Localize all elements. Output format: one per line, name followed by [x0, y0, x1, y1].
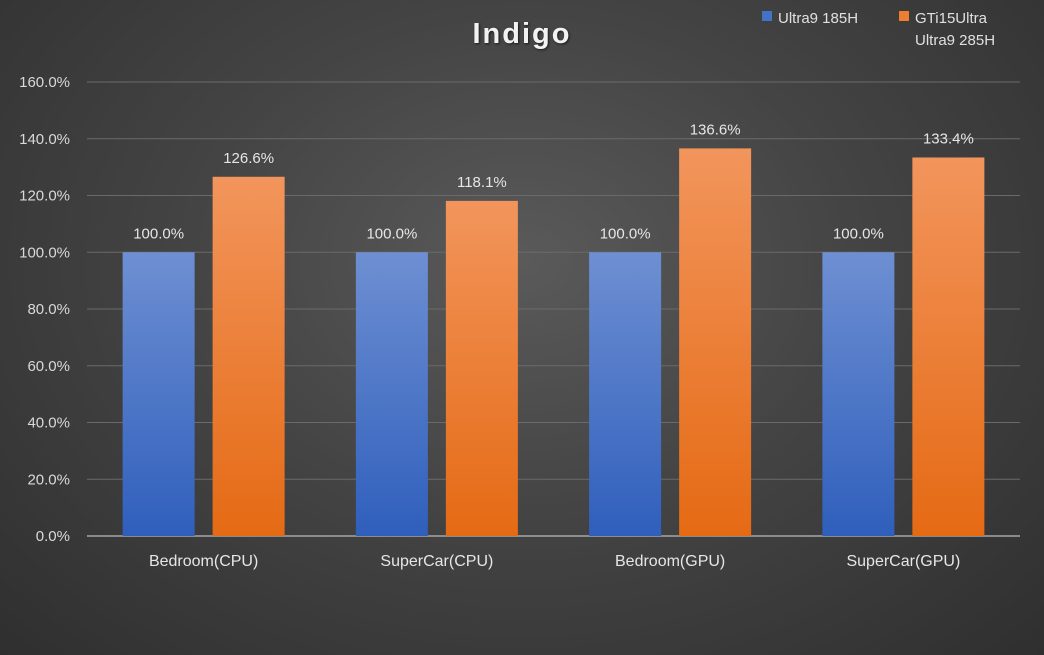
bar-series-2 — [445, 200, 518, 537]
x-category-label: SuperCar(GPU) — [846, 553, 960, 570]
data-label: 136.6% — [690, 121, 741, 138]
bar-series-1 — [355, 252, 428, 536]
bar-series-1 — [589, 252, 662, 536]
y-tick-label: 80.0% — [27, 301, 70, 318]
legend-label-series-2-line-1: GTi15Ultra — [915, 10, 987, 27]
data-label: 118.1% — [457, 174, 507, 191]
data-label: 133.4% — [923, 130, 974, 147]
y-tick-label: 0.0% — [36, 528, 70, 545]
bar-series-2 — [212, 176, 285, 536]
chart-title: Indigo — [472, 18, 572, 50]
y-tick-label: 120.0% — [19, 188, 70, 205]
legend-swatch-series-2 — [899, 11, 909, 21]
y-tick-label: 60.0% — [27, 358, 70, 375]
x-category-label: Bedroom(CPU) — [149, 553, 258, 570]
legend-item-series-2: GTi15Ultra Ultra9 285H — [899, 8, 995, 52]
y-tick-label: 140.0% — [19, 131, 70, 148]
y-tick-label: 40.0% — [27, 415, 70, 432]
x-category-label: Bedroom(GPU) — [615, 553, 725, 570]
data-label: 126.6% — [223, 150, 274, 167]
data-label: 100.0% — [833, 225, 884, 242]
legend-label-series-2-line-2: Ultra9 285H — [915, 32, 996, 49]
data-label: 100.0% — [133, 225, 184, 242]
x-category-label: SuperCar(CPU) — [380, 553, 493, 570]
y-tick-label: 160.0% — [19, 74, 70, 91]
legend-label-series-1: Ultra9 185H — [778, 10, 859, 27]
legend-swatch-series-1 — [762, 11, 772, 21]
bar-series-2 — [679, 148, 752, 536]
data-label: 100.0% — [600, 225, 651, 242]
legend-item-series-1: Ultra9 185H — [762, 8, 858, 30]
bar-series-1 — [822, 252, 895, 536]
bar-series-2 — [912, 157, 985, 537]
bar-series-1 — [122, 252, 195, 536]
data-label: 100.0% — [366, 225, 417, 242]
y-tick-label: 20.0% — [27, 471, 70, 488]
y-tick-label: 100.0% — [19, 244, 70, 261]
legend-label-series-2: GTi15Ultra Ultra9 285H — [915, 8, 995, 52]
